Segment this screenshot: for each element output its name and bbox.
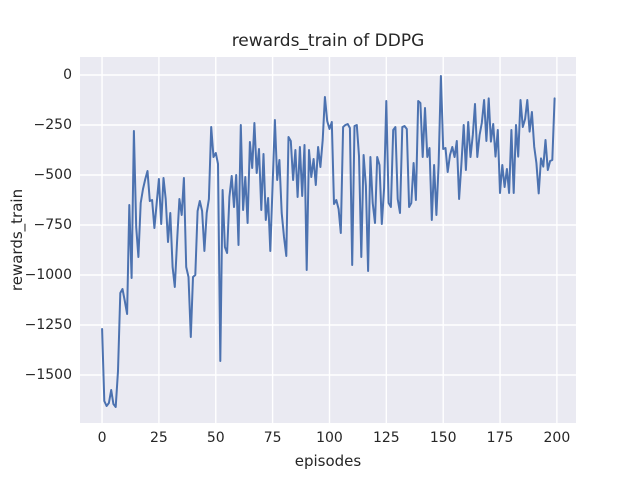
- y-tick-label: −500: [33, 167, 72, 183]
- x-tick-label: 25: [149, 430, 168, 446]
- y-axis-label: rewards_train: [8, 188, 26, 292]
- x-tick-label: 125: [372, 430, 400, 446]
- x-tick-label: 75: [263, 430, 282, 446]
- chart-title: rewards_train of DDPG: [231, 31, 425, 51]
- x-tick-label: 200: [543, 430, 571, 446]
- y-tick-label: −250: [33, 117, 72, 133]
- x-tick-label: 100: [316, 430, 343, 446]
- x-tick-label: 0: [97, 430, 107, 446]
- plot-area: [80, 57, 576, 423]
- y-tick-label: 0: [63, 67, 72, 83]
- y-tick-label: −1000: [24, 267, 72, 283]
- y-tick-label: −1250: [24, 317, 72, 333]
- series-lines: [101, 75, 556, 408]
- plot-svg: [80, 57, 576, 423]
- x-tick-label: 50: [206, 430, 225, 446]
- line-series-rewards_train: [101, 75, 556, 408]
- y-tick-label: −750: [33, 217, 72, 233]
- x-tick-label: 150: [429, 430, 457, 446]
- y-tick-label: −1500: [24, 367, 72, 383]
- gridlines: [80, 57, 576, 423]
- x-axis-label: episodes: [294, 452, 362, 470]
- x-tick-label: 175: [486, 430, 514, 446]
